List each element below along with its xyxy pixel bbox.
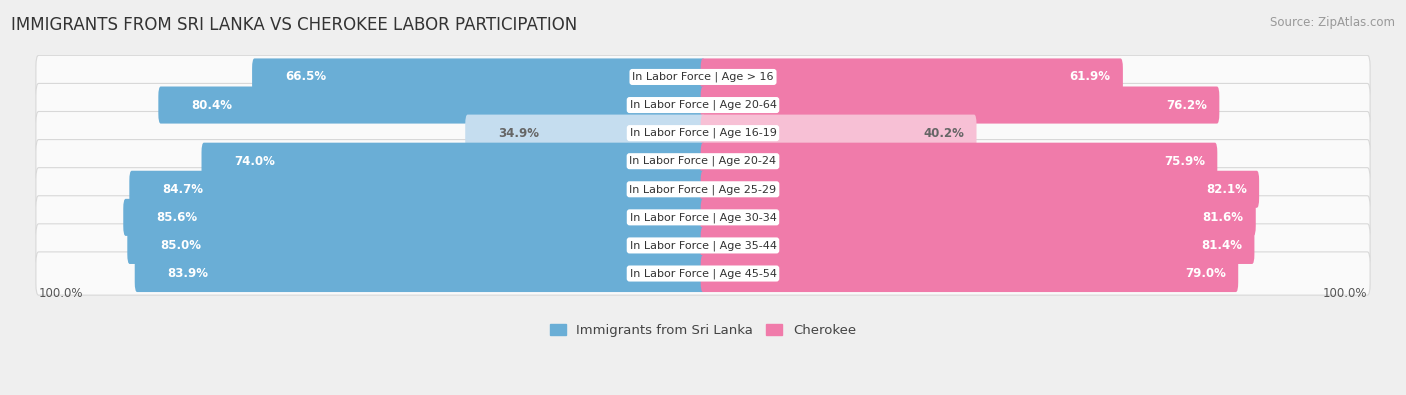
Text: 84.7%: 84.7% bbox=[162, 183, 202, 196]
Text: In Labor Force | Age 16-19: In Labor Force | Age 16-19 bbox=[630, 128, 776, 138]
Text: 40.2%: 40.2% bbox=[924, 127, 965, 139]
FancyBboxPatch shape bbox=[700, 199, 1256, 236]
Text: 66.5%: 66.5% bbox=[285, 70, 326, 83]
Text: 100.0%: 100.0% bbox=[1323, 287, 1368, 300]
Text: In Labor Force | Age 35-44: In Labor Force | Age 35-44 bbox=[630, 240, 776, 251]
Text: Source: ZipAtlas.com: Source: ZipAtlas.com bbox=[1270, 16, 1395, 29]
FancyBboxPatch shape bbox=[159, 87, 706, 124]
Text: 83.9%: 83.9% bbox=[167, 267, 208, 280]
FancyBboxPatch shape bbox=[700, 171, 1260, 208]
FancyBboxPatch shape bbox=[700, 115, 977, 152]
Text: 85.0%: 85.0% bbox=[160, 239, 201, 252]
FancyBboxPatch shape bbox=[37, 139, 1369, 183]
FancyBboxPatch shape bbox=[37, 196, 1369, 239]
Text: 79.0%: 79.0% bbox=[1185, 267, 1226, 280]
FancyBboxPatch shape bbox=[37, 252, 1369, 295]
Text: In Labor Force | Age 25-29: In Labor Force | Age 25-29 bbox=[630, 184, 776, 194]
FancyBboxPatch shape bbox=[700, 58, 1123, 96]
FancyBboxPatch shape bbox=[37, 55, 1369, 99]
Text: In Labor Force | Age 45-54: In Labor Force | Age 45-54 bbox=[630, 268, 776, 279]
Text: IMMIGRANTS FROM SRI LANKA VS CHEROKEE LABOR PARTICIPATION: IMMIGRANTS FROM SRI LANKA VS CHEROKEE LA… bbox=[11, 16, 578, 34]
Text: 74.0%: 74.0% bbox=[235, 155, 276, 168]
FancyBboxPatch shape bbox=[37, 111, 1369, 155]
Text: 85.6%: 85.6% bbox=[156, 211, 197, 224]
FancyBboxPatch shape bbox=[37, 83, 1369, 127]
FancyBboxPatch shape bbox=[201, 143, 706, 180]
FancyBboxPatch shape bbox=[700, 143, 1218, 180]
FancyBboxPatch shape bbox=[135, 255, 706, 292]
FancyBboxPatch shape bbox=[465, 115, 706, 152]
Text: In Labor Force | Age > 16: In Labor Force | Age > 16 bbox=[633, 72, 773, 82]
FancyBboxPatch shape bbox=[124, 199, 706, 236]
Text: 81.6%: 81.6% bbox=[1202, 211, 1243, 224]
FancyBboxPatch shape bbox=[700, 255, 1239, 292]
Text: 61.9%: 61.9% bbox=[1070, 70, 1111, 83]
Text: 81.4%: 81.4% bbox=[1201, 239, 1241, 252]
FancyBboxPatch shape bbox=[700, 87, 1219, 124]
FancyBboxPatch shape bbox=[37, 167, 1369, 211]
Legend: Immigrants from Sri Lanka, Cherokee: Immigrants from Sri Lanka, Cherokee bbox=[544, 319, 862, 342]
Text: 76.2%: 76.2% bbox=[1166, 98, 1206, 111]
Text: 100.0%: 100.0% bbox=[38, 287, 83, 300]
Text: In Labor Force | Age 30-34: In Labor Force | Age 30-34 bbox=[630, 212, 776, 223]
Text: 34.9%: 34.9% bbox=[498, 127, 538, 139]
Text: 82.1%: 82.1% bbox=[1206, 183, 1247, 196]
Text: 80.4%: 80.4% bbox=[191, 98, 232, 111]
FancyBboxPatch shape bbox=[129, 171, 706, 208]
Text: In Labor Force | Age 20-24: In Labor Force | Age 20-24 bbox=[630, 156, 776, 166]
FancyBboxPatch shape bbox=[37, 224, 1369, 267]
FancyBboxPatch shape bbox=[700, 227, 1254, 264]
FancyBboxPatch shape bbox=[128, 227, 706, 264]
Text: 75.9%: 75.9% bbox=[1164, 155, 1205, 168]
FancyBboxPatch shape bbox=[252, 58, 706, 96]
Text: In Labor Force | Age 20-64: In Labor Force | Age 20-64 bbox=[630, 100, 776, 110]
